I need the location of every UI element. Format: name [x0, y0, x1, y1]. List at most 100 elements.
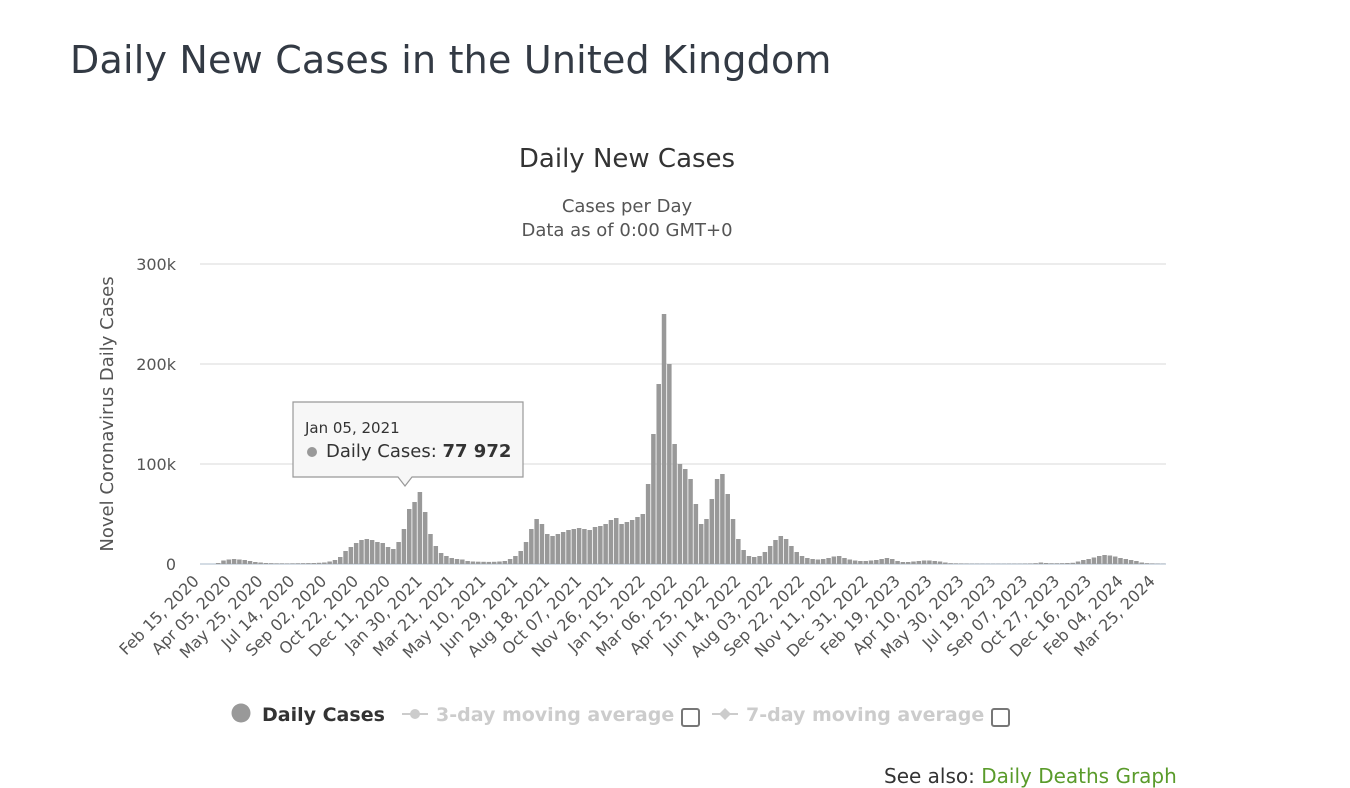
bar	[449, 558, 454, 564]
bar	[444, 556, 449, 564]
bar	[959, 564, 964, 565]
bar	[550, 536, 555, 564]
bar	[789, 546, 794, 564]
bar	[248, 561, 253, 564]
bar	[619, 524, 624, 564]
bar	[890, 559, 895, 564]
bar	[932, 561, 937, 564]
legend-7day-label: 7-day moving average	[746, 704, 984, 726]
bar	[863, 561, 868, 564]
bar	[1134, 561, 1139, 564]
y-tick-label: 100k	[136, 455, 177, 474]
bar	[534, 519, 539, 564]
bar	[380, 543, 385, 564]
bar	[540, 524, 545, 564]
bar	[221, 561, 226, 565]
legend-daily-cases-label: Daily Cases	[262, 704, 385, 726]
daily-deaths-graph-link[interactable]: Daily Deaths Graph	[981, 764, 1177, 788]
bar	[911, 562, 916, 565]
bar	[805, 558, 810, 564]
bar	[370, 540, 375, 564]
bar	[614, 518, 619, 564]
bar	[848, 560, 853, 565]
bar	[853, 561, 858, 565]
bar	[917, 561, 922, 564]
bar	[794, 552, 799, 564]
legend-7day-checkbox[interactable]	[992, 709, 1009, 726]
bar	[338, 557, 343, 564]
bar	[396, 542, 401, 564]
bar	[343, 551, 348, 564]
bar	[269, 563, 274, 564]
bar	[752, 557, 757, 564]
bar	[1081, 560, 1086, 564]
bar	[460, 560, 465, 565]
bar	[704, 519, 709, 564]
bar	[715, 479, 720, 564]
bar	[306, 563, 311, 564]
bar	[1113, 557, 1118, 565]
bar	[391, 549, 396, 564]
tooltip-value: 77 972	[442, 441, 511, 462]
bar	[1044, 563, 1049, 564]
bar	[418, 492, 423, 564]
bar	[954, 563, 959, 564]
bar	[603, 524, 608, 564]
bar	[630, 520, 635, 564]
legend-7day-marker	[719, 708, 731, 720]
bar	[837, 556, 842, 564]
bar	[513, 556, 518, 564]
bar	[906, 562, 911, 564]
bar	[572, 529, 577, 564]
bar	[1039, 563, 1044, 565]
bar	[296, 563, 301, 564]
bar	[290, 563, 295, 564]
y-tick-label: 300k	[136, 255, 177, 274]
bar	[365, 539, 370, 564]
legend-3day-label: 3-day moving average	[436, 704, 674, 726]
bar	[412, 502, 417, 564]
bar	[816, 560, 821, 565]
bar	[1070, 563, 1075, 564]
bar	[423, 512, 428, 564]
bar	[434, 546, 439, 564]
chart-title: Daily New Cases	[519, 144, 735, 174]
bar	[694, 504, 699, 564]
bar	[858, 561, 863, 564]
bar	[264, 563, 269, 564]
bar	[779, 536, 784, 564]
bar	[641, 514, 646, 564]
bar	[1076, 562, 1081, 565]
bar	[518, 551, 523, 564]
bar	[943, 563, 948, 565]
bar	[545, 534, 550, 564]
bar	[227, 560, 232, 565]
bar	[635, 517, 640, 564]
bar	[678, 464, 683, 564]
legend-3day-checkbox[interactable]	[682, 709, 699, 726]
bar	[1124, 559, 1129, 564]
bar	[322, 563, 327, 565]
bar	[524, 542, 529, 564]
bar	[885, 558, 890, 564]
bar	[688, 479, 693, 564]
bar	[280, 563, 285, 564]
bar	[832, 557, 837, 565]
bar	[1150, 564, 1155, 565]
bar	[503, 561, 508, 564]
bar	[529, 529, 534, 564]
bar	[662, 314, 667, 564]
bar	[1028, 564, 1033, 565]
bar	[311, 563, 316, 564]
bar	[667, 364, 672, 564]
bar	[492, 562, 497, 564]
bar	[274, 563, 279, 564]
bar	[1129, 560, 1134, 564]
chart-subtitle-line: Data as of 0:00 GMT+0	[521, 220, 732, 241]
bar	[1033, 563, 1038, 564]
bar	[800, 556, 805, 564]
see-also: See also: Daily Deaths Graph	[884, 764, 1177, 788]
tooltip-series-name: Daily Cases:	[326, 441, 442, 462]
bar	[1086, 559, 1091, 564]
bar	[1060, 563, 1065, 564]
